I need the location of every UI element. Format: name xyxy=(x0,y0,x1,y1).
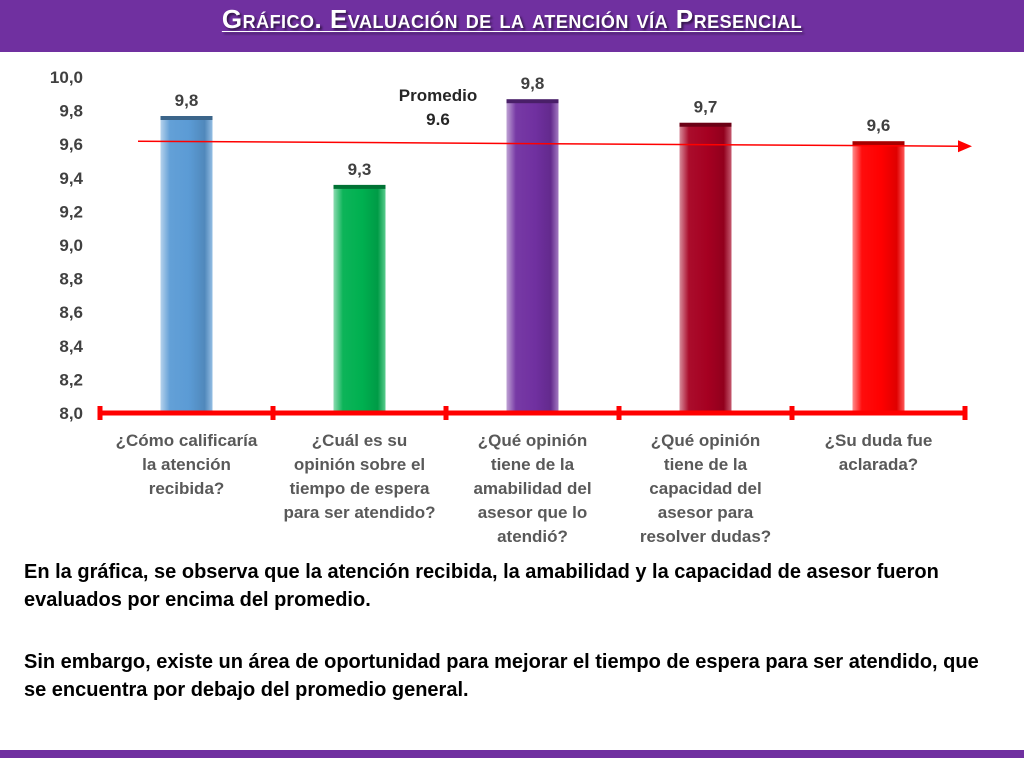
x-tick-label-line: tiene de la xyxy=(491,455,575,474)
description-paragraph-2: Sin embargo, existe un área de oportunid… xyxy=(24,651,979,701)
data-label: 9,3 xyxy=(348,160,372,179)
average-line xyxy=(137,140,961,147)
y-tick-label: 8,0 xyxy=(59,404,83,423)
data-label: 9,8 xyxy=(521,74,545,93)
data-label: 9,8 xyxy=(175,91,199,110)
bar-top-edge xyxy=(333,184,386,189)
x-tick-label: ¿Cómo calificaría la atención recibida? xyxy=(116,431,258,498)
bar xyxy=(333,187,386,413)
y-tick-label: 8,8 xyxy=(59,270,83,289)
bar-top-edge xyxy=(506,99,559,104)
data-label: 9,6 xyxy=(867,116,891,135)
bar-top-edge xyxy=(160,116,213,120)
x-tick-label-line: aclarada? xyxy=(839,455,918,474)
x-tick-label-line: tiempo de espera xyxy=(290,479,430,498)
bar-top-edge xyxy=(852,141,905,146)
x-tick-label: ¿Qué opinión tiene de la capacidad del ases… xyxy=(640,431,771,546)
description-paragraph-1: En la gráfica, se observa que la atenció… xyxy=(24,561,939,611)
x-tick-label: ¿Su duda fue aclarada? xyxy=(825,431,933,474)
bar xyxy=(160,119,213,413)
x-tick-label-line: opinión sobre el xyxy=(294,455,425,474)
bar xyxy=(506,102,559,413)
y-tick-label: 8,4 xyxy=(59,337,83,356)
x-tick-label-line: la atención xyxy=(142,455,231,474)
y-tick-label: 9,0 xyxy=(59,236,83,255)
y-tick-label: 10,0 xyxy=(50,68,83,87)
x-tick-label-line: ¿Su duda fue xyxy=(825,431,933,450)
average-label-line: Promedio xyxy=(399,86,477,105)
average-arrowhead xyxy=(958,140,972,153)
x-tick-label-line: capacidad del xyxy=(649,479,761,498)
x-tick-label-line: ¿Cómo calificaría xyxy=(116,431,258,450)
x-tick-label-line: para ser atendido? xyxy=(283,503,435,522)
bar xyxy=(852,144,905,413)
y-tick-label: 8,6 xyxy=(59,303,83,322)
x-tick-label-line: recibida? xyxy=(149,479,225,498)
x-tick-label-line: ¿Cuál es su xyxy=(312,431,407,450)
x-tick-label-line: atendió? xyxy=(497,527,568,546)
average-label: Promedio 9.6 xyxy=(399,86,477,129)
data-label: 9,7 xyxy=(694,98,718,117)
x-tick-label-line: asesor para xyxy=(658,503,754,522)
x-tick-label-line: tiene de la xyxy=(664,455,748,474)
bar xyxy=(679,125,732,413)
x-tick-label-line: amabilidad del xyxy=(473,479,591,498)
x-tick-label-line: resolver dudas? xyxy=(640,527,771,546)
bar-top-edge xyxy=(679,122,732,127)
y-tick-label: 9,4 xyxy=(59,169,83,188)
x-tick-label-line: ¿Qué opinión xyxy=(478,431,588,450)
x-tick-label-line: asesor que lo xyxy=(478,503,588,522)
y-tick-label: 9,6 xyxy=(59,135,83,154)
x-tick-label-line: ¿Qué opinión xyxy=(651,431,761,450)
page-title-text: Gráfico. Evaluación de la atención vía P… xyxy=(221,4,803,34)
y-tick-label: 8,2 xyxy=(59,370,83,389)
title-bar xyxy=(0,0,1024,52)
x-tick-label: ¿Cuál es su opinión sobre el tiempo de esp… xyxy=(283,431,435,522)
x-tick-label: ¿Qué opinión tiene de la amabilidad del ase… xyxy=(473,431,591,546)
page-title: Gráfico. Evaluación de la atención vía P… xyxy=(0,4,1024,35)
y-tick-label: 9,2 xyxy=(59,202,83,221)
average-label-line: 9.6 xyxy=(426,110,450,129)
y-tick-label: 9,8 xyxy=(59,102,83,121)
bottom-bar xyxy=(0,750,1024,758)
bar-chart: 8,0 8,2 8,4 8,6 8,8 9,0 9,2 9,4 9,6 9,8 10,0 9,8 ¿Có… xyxy=(50,68,972,546)
